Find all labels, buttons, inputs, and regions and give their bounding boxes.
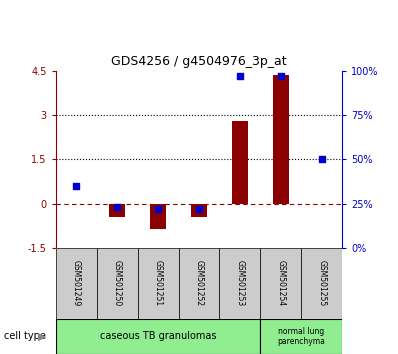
Text: GSM501255: GSM501255	[317, 260, 326, 306]
Bar	[138, 248, 179, 319]
Point	[114, 204, 120, 210]
Bar	[260, 248, 301, 319]
Text: caseous TB granulomas: caseous TB granulomas	[100, 331, 216, 341]
Point	[319, 156, 325, 162]
Text: GSM501250: GSM501250	[113, 260, 122, 306]
Point	[278, 73, 284, 79]
Bar	[56, 248, 97, 319]
Bar	[219, 248, 260, 319]
Text: GSM501252: GSM501252	[195, 260, 203, 306]
Bar	[97, 248, 138, 319]
Bar	[56, 319, 260, 354]
Bar	[232, 121, 248, 204]
Bar	[273, 75, 289, 204]
Bar	[179, 248, 219, 319]
Point	[155, 206, 161, 212]
Text: GSM501249: GSM501249	[72, 260, 81, 306]
Bar	[150, 204, 166, 229]
Text: normal lung
parenchyma: normal lung parenchyma	[277, 327, 325, 346]
Text: cell type: cell type	[4, 331, 46, 341]
Bar	[109, 204, 125, 217]
Text: ▶: ▶	[38, 331, 46, 341]
Text: GSM501254: GSM501254	[276, 260, 285, 306]
Bar	[191, 204, 207, 217]
Point	[237, 73, 243, 79]
Bar	[260, 319, 342, 354]
Point	[196, 206, 202, 212]
Title: GDS4256 / g4504976_3p_at: GDS4256 / g4504976_3p_at	[111, 55, 287, 68]
Bar	[301, 248, 342, 319]
Text: GSM501251: GSM501251	[154, 260, 162, 306]
Point	[73, 183, 79, 189]
Text: GSM501253: GSM501253	[236, 260, 244, 306]
